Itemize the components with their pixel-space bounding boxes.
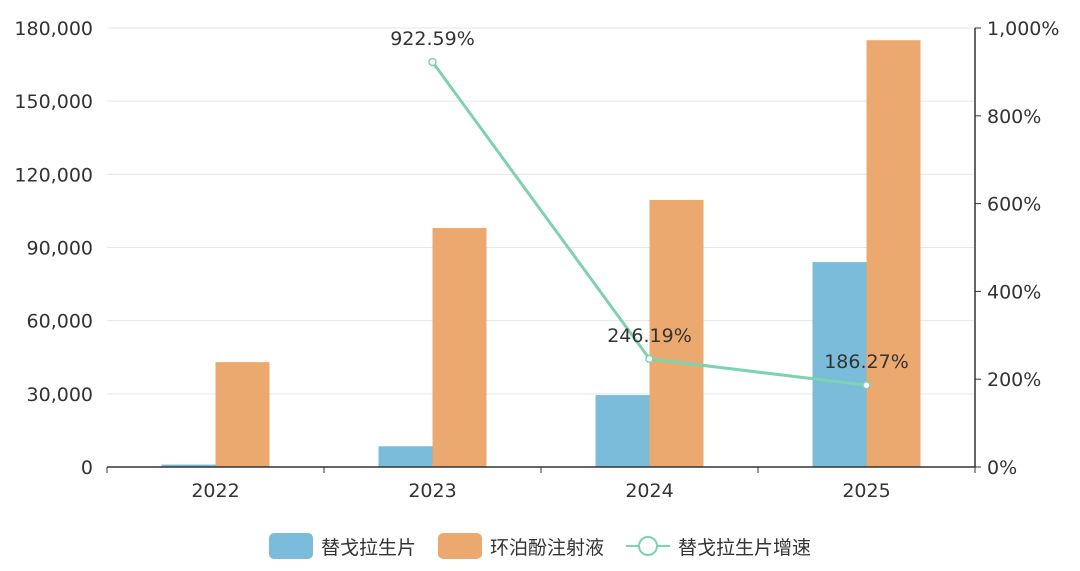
growth-data-label: 186.27%: [824, 351, 909, 373]
bar-2-2024: [649, 199, 704, 468]
y-left-tick-label: 120,000: [14, 164, 93, 186]
bar-1-2022: [161, 464, 216, 467]
y-left-tick-label: 150,000: [14, 91, 93, 113]
growth-data-label: 922.59%: [390, 28, 475, 50]
bar-1-2025: [812, 262, 867, 467]
legend-label-series-1: 替戈拉生片: [320, 536, 416, 559]
x-tick-label: 2025: [842, 480, 890, 502]
growth-point: [428, 57, 437, 67]
y-right-tick-label: 800%: [987, 106, 1041, 128]
legend-item-series-1[interactable]: 替戈拉生片: [268, 533, 416, 560]
x-tick-label: 2024: [625, 480, 673, 502]
y-left-tick-label: 60,000: [27, 311, 93, 333]
bar-2-2022: [215, 362, 270, 467]
y-right-tick-label: 200%: [987, 369, 1041, 391]
legend-label-series-3: 替戈拉生片增速: [678, 536, 812, 559]
legend: 替戈拉生片 环泊酚注射液 替戈拉生片增速: [0, 528, 1080, 564]
y-right-tick-label: 400%: [987, 281, 1041, 303]
growth-data-label: 246.19%: [607, 325, 692, 347]
bar-2-2025: [866, 40, 921, 467]
legend-item-series-2[interactable]: 环泊酚注射液: [437, 533, 604, 560]
bar-2-2023: [432, 227, 487, 467]
y-right-tick-label: 0%: [987, 457, 1017, 479]
legend-label-series-2: 环泊酚注射液: [489, 536, 604, 559]
x-tick-label: 2022: [191, 480, 239, 502]
y-right-tick-label: 1,000%: [987, 18, 1059, 40]
legend-line-marker-icon: [626, 533, 670, 559]
legend-swatch-series-1: [268, 533, 313, 559]
legend-item-series-3[interactable]: 替戈拉生片增速: [626, 533, 811, 560]
y-left-tick-label: 90,000: [27, 238, 93, 260]
chart-svg: 0 30,000 60,000 90,000 120,000 150,000 180,000…: [14, 18, 1059, 502]
growth-point: [645, 354, 654, 364]
bar-1-2023: [378, 446, 433, 467]
y-left-tick-label: 180,000: [14, 18, 93, 40]
y-left-tick-label: 0: [81, 457, 93, 479]
y-left-tick-label: 30,000: [27, 384, 93, 406]
y-right-tick-label: 600%: [987, 194, 1041, 216]
x-tick-label: 2023: [408, 480, 456, 502]
legend-swatch-series-2: [437, 533, 482, 559]
growth-point: [862, 380, 871, 390]
bar-1-2024: [595, 395, 650, 467]
